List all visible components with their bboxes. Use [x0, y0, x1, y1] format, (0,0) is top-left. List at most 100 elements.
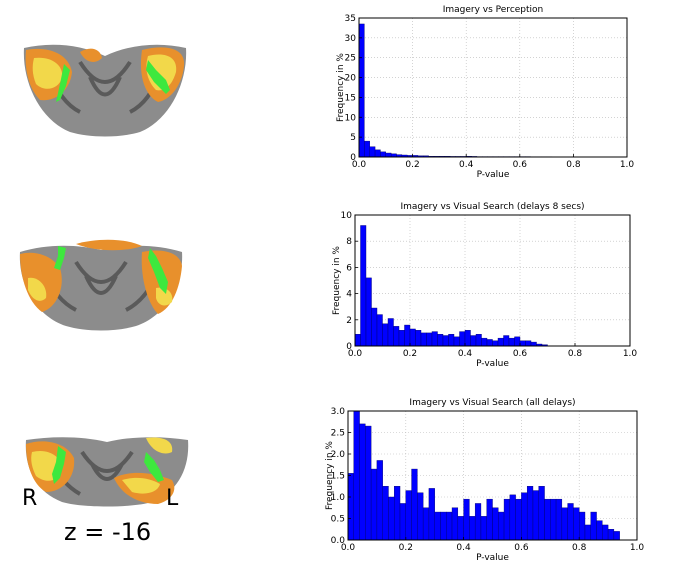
histogram-bar — [567, 503, 574, 541]
hemisphere-left-label: L — [166, 486, 179, 511]
y-tick-label: 1.0 — [331, 493, 346, 503]
histogram-bar — [404, 324, 411, 347]
y-tick-label: 10 — [345, 113, 357, 123]
histogram-bar — [497, 337, 504, 347]
y-axis-label: Frequency in % — [325, 441, 335, 510]
histogram-bar — [376, 460, 383, 541]
histogram-bar — [365, 425, 372, 541]
x-tick-label: 0.4 — [459, 160, 474, 170]
histogram-bar — [451, 507, 459, 541]
histogram-bar — [399, 503, 406, 541]
histogram-bar — [393, 326, 400, 347]
histogram-bar — [464, 330, 471, 347]
histogram-bar — [428, 488, 435, 541]
histogram-bar — [584, 524, 591, 541]
y-tick-label: 2.0 — [331, 450, 346, 460]
histogram-bar — [503, 498, 511, 541]
x-tick-label: 0.8 — [566, 160, 581, 170]
histogram-1 — [358, 17, 628, 158]
chart-title: Imagery vs Visual Search (all delays) — [409, 398, 575, 408]
histogram-bar — [405, 490, 412, 541]
histogram-bar — [579, 511, 586, 541]
activation-region-top-left — [146, 437, 173, 454]
histogram-bar — [446, 511, 453, 541]
histogram-bar — [481, 337, 488, 347]
histogram-bar — [550, 498, 557, 541]
histogram-2 — [354, 214, 631, 347]
histogram-bar — [555, 498, 563, 541]
brain-sulci — [42, 260, 160, 312]
histogram-bar — [514, 336, 521, 347]
histogram-bar — [374, 149, 381, 158]
overlap-region-right — [54, 246, 66, 270]
histogram-bar — [431, 331, 438, 347]
histogram-bar — [492, 340, 499, 347]
overlap-region-left — [144, 452, 164, 482]
brain-slice-1 — [23, 44, 187, 137]
histogram-bar — [602, 524, 609, 541]
histogram-bar — [470, 335, 477, 347]
x-tick-label: 0.2 — [403, 349, 417, 359]
histogram-bar — [573, 507, 580, 541]
y-tick-label: 15 — [345, 93, 356, 103]
activation-core-right — [32, 57, 63, 89]
x-tick-label: 1.0 — [620, 160, 635, 170]
histogram-bar — [509, 494, 516, 541]
histogram-bar — [411, 468, 418, 541]
histogram-bar — [525, 340, 532, 347]
x-tick-label: 0.0 — [348, 349, 363, 359]
histogram-bar — [521, 492, 528, 541]
histogram-bar — [417, 492, 424, 541]
x-axis-label: P-value — [476, 359, 509, 369]
histogram-bar — [457, 516, 464, 541]
histogram-bar — [426, 332, 433, 347]
histogram-bar — [364, 140, 370, 158]
y-tick-label: 35 — [345, 14, 356, 24]
histogram-bar — [448, 334, 455, 347]
histogram-bar — [365, 277, 372, 347]
histogram-bar — [613, 531, 620, 541]
y-axis-label: Frequency in % — [332, 246, 342, 315]
activation-region-center — [80, 48, 102, 62]
brain-slice-3 — [25, 437, 189, 507]
histogram-bar — [463, 498, 470, 541]
brain-slice-2 — [19, 239, 183, 331]
y-tick-label: 30 — [345, 34, 357, 44]
histogram-bar — [422, 507, 430, 541]
histogram-bar — [480, 516, 487, 541]
histogram-bar — [359, 423, 366, 541]
histogram-bar — [440, 511, 447, 541]
y-tick-label: 10 — [341, 211, 353, 221]
x-tick-label: 0.8 — [572, 543, 587, 553]
overlap-region-right — [56, 64, 70, 102]
histogram-bar — [459, 331, 466, 347]
histogram-bar — [380, 151, 387, 158]
histogram-bar — [561, 507, 568, 541]
histogram-bar — [590, 511, 597, 541]
histogram-bar — [544, 498, 551, 541]
histogram-bar — [437, 334, 444, 347]
overlap-region-left — [146, 60, 170, 94]
overlap-region-right — [52, 446, 66, 484]
x-tick-label: 0.8 — [568, 349, 583, 359]
histogram-bar — [360, 225, 367, 347]
histogram-bar — [394, 486, 401, 541]
histogram-bar — [607, 529, 615, 541]
histogram-bar — [388, 496, 395, 541]
y-tick-label: 0 — [350, 153, 356, 163]
slice-coordinate-label: z = -16 — [64, 518, 152, 546]
histogram-bar — [508, 337, 515, 347]
y-tick-label: 2 — [346, 316, 352, 326]
histogram-bar — [376, 314, 383, 347]
histogram-bar — [498, 511, 505, 541]
histogram-bar — [369, 146, 376, 158]
histogram-bar — [475, 334, 482, 347]
y-tick-label: 0.0 — [331, 536, 346, 546]
y-tick-label: 25 — [345, 54, 356, 64]
x-tick-label: 1.0 — [623, 349, 638, 359]
histogram-bar — [420, 332, 427, 347]
histogram-bar — [353, 410, 360, 541]
plot-frame — [354, 214, 631, 347]
x-tick-label: 0.2 — [405, 160, 419, 170]
